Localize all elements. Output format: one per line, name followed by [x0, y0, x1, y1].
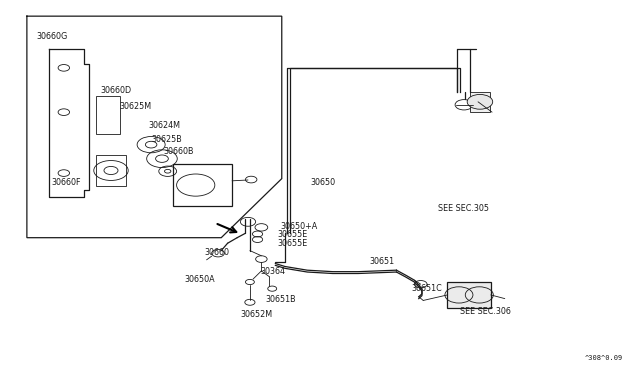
- Text: 30625B: 30625B: [151, 135, 182, 144]
- Text: 30660D: 30660D: [100, 86, 131, 94]
- Text: 30655E: 30655E: [277, 239, 308, 248]
- Text: 30650: 30650: [310, 178, 335, 187]
- Text: 30624M: 30624M: [148, 121, 180, 129]
- Bar: [470, 92, 490, 112]
- Text: 30651C: 30651C: [412, 284, 442, 293]
- Text: 30625M: 30625M: [119, 102, 152, 111]
- Text: ^308^0.09: ^308^0.09: [584, 355, 623, 361]
- Text: 30650A: 30650A: [185, 275, 216, 283]
- Bar: [96, 96, 120, 134]
- Text: 30660G: 30660G: [36, 32, 68, 41]
- Bar: [447, 282, 491, 308]
- Text: 30660F: 30660F: [51, 178, 81, 187]
- Text: 30650+A: 30650+A: [280, 222, 317, 231]
- Text: 30655E: 30655E: [277, 230, 308, 239]
- Text: 30660B: 30660B: [164, 147, 195, 156]
- Bar: [96, 155, 126, 186]
- Text: 30652M: 30652M: [241, 310, 273, 319]
- Text: 30651: 30651: [370, 257, 395, 266]
- Text: SEE SEC.306: SEE SEC.306: [460, 307, 511, 316]
- Circle shape: [467, 94, 493, 109]
- Text: 30651B: 30651B: [266, 295, 296, 304]
- Text: SEE SEC.305: SEE SEC.305: [438, 203, 489, 213]
- Bar: [173, 164, 232, 206]
- Text: 30660: 30660: [204, 248, 229, 257]
- Text: 30364: 30364: [260, 267, 285, 276]
